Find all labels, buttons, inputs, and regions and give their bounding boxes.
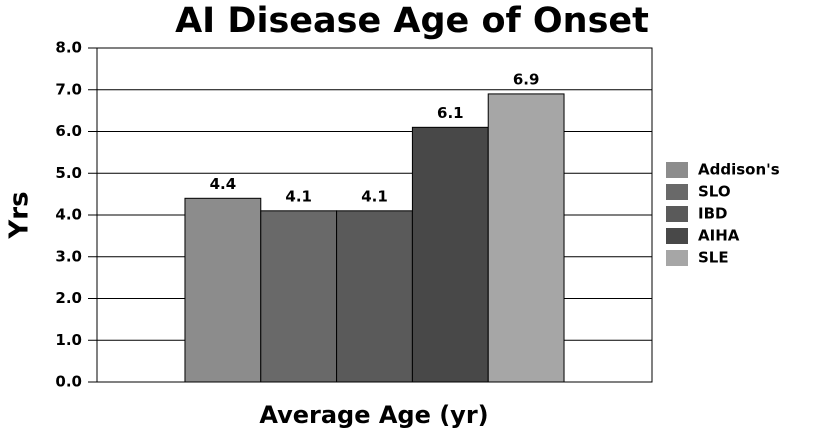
bar: [336, 210, 413, 383]
legend-label: SLO: [698, 183, 731, 201]
data-label: 6.9: [513, 70, 540, 88]
data-label: 4.1: [285, 187, 312, 205]
bar: [411, 126, 489, 383]
y-tick-label: 1.0: [55, 331, 82, 349]
legend-label: Addison's: [698, 161, 780, 179]
legend-swatch: [666, 228, 688, 244]
data-label: 4.1: [361, 187, 388, 205]
bar: [260, 210, 338, 383]
y-tick-label: 3.0: [55, 247, 82, 265]
y-tick-label: 2.0: [55, 289, 82, 307]
y-tick-label: 7.0: [55, 80, 82, 98]
y-tick-label: 0.0: [55, 373, 82, 391]
y-axis-label: Yrs: [5, 191, 35, 239]
bar: [487, 93, 565, 383]
legend-swatch: [666, 206, 688, 222]
legend-swatch: [666, 184, 688, 200]
y-tick-label: 4.0: [55, 206, 82, 224]
data-label: 6.1: [437, 104, 464, 122]
y-tick-label: 8.0: [55, 39, 82, 57]
chart-title: AI Disease Age of Onset: [175, 1, 649, 41]
data-label: 4.4: [210, 175, 237, 193]
legend-swatch: [666, 250, 688, 266]
x-axis-label: Average Age (yr): [259, 401, 488, 429]
bar: [184, 197, 262, 383]
y-tick-label: 6.0: [55, 122, 82, 140]
y-tick-label: 5.0: [55, 164, 82, 182]
legend-swatch: [666, 162, 688, 178]
legend-label: AIHA: [698, 227, 740, 245]
legend-label: SLE: [698, 249, 729, 267]
legend-label: IBD: [698, 205, 727, 223]
